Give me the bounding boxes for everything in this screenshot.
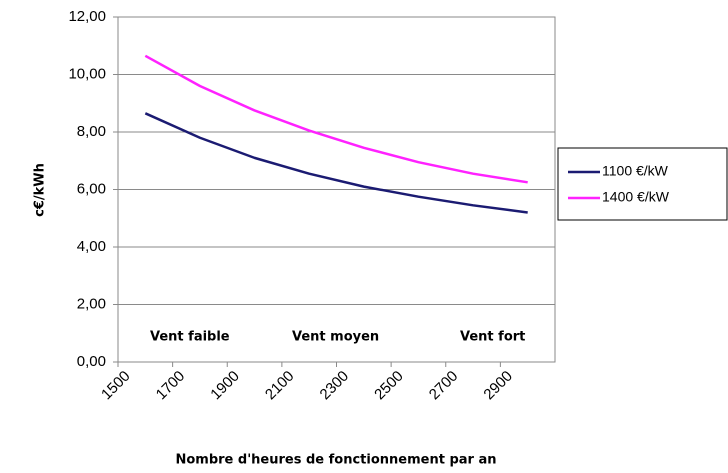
y-tick-label: 4,00 xyxy=(77,238,106,255)
x-tick-label: 2100 xyxy=(262,368,298,404)
legend-label: 1100 €/kW xyxy=(602,163,669,179)
x-tick-label: 1900 xyxy=(207,368,243,404)
x-axis-label: Nombre d'heures de fonctionnement par an xyxy=(175,453,496,468)
legend-box xyxy=(557,147,728,221)
line-series xyxy=(144,54,528,184)
x-tick-label: 2900 xyxy=(480,368,516,404)
y-tick-label: 12,00 xyxy=(68,8,106,25)
y-axis-label: c€/kWh xyxy=(33,163,48,217)
x-tick-label: 2700 xyxy=(426,368,462,404)
y-tick-label: 0,00 xyxy=(77,353,106,370)
y-tick-label: 2,00 xyxy=(77,295,106,312)
x-tick-label: 2500 xyxy=(371,368,407,404)
x-tick-label: 1700 xyxy=(153,368,189,404)
y-tick-label: 10,00 xyxy=(68,65,106,82)
legend-label: 1400 €/kW xyxy=(602,189,670,205)
line-series xyxy=(144,112,528,214)
annotation: Vent moyen xyxy=(292,330,379,345)
x-tick-label: 2300 xyxy=(317,368,353,404)
annotation: Vent fort xyxy=(460,330,525,345)
y-tick-label: 8,00 xyxy=(77,123,106,140)
annotation: Vent faible xyxy=(150,330,230,345)
y-tick-label: 6,00 xyxy=(77,180,106,197)
x-tick-label: 1500 xyxy=(98,368,134,404)
